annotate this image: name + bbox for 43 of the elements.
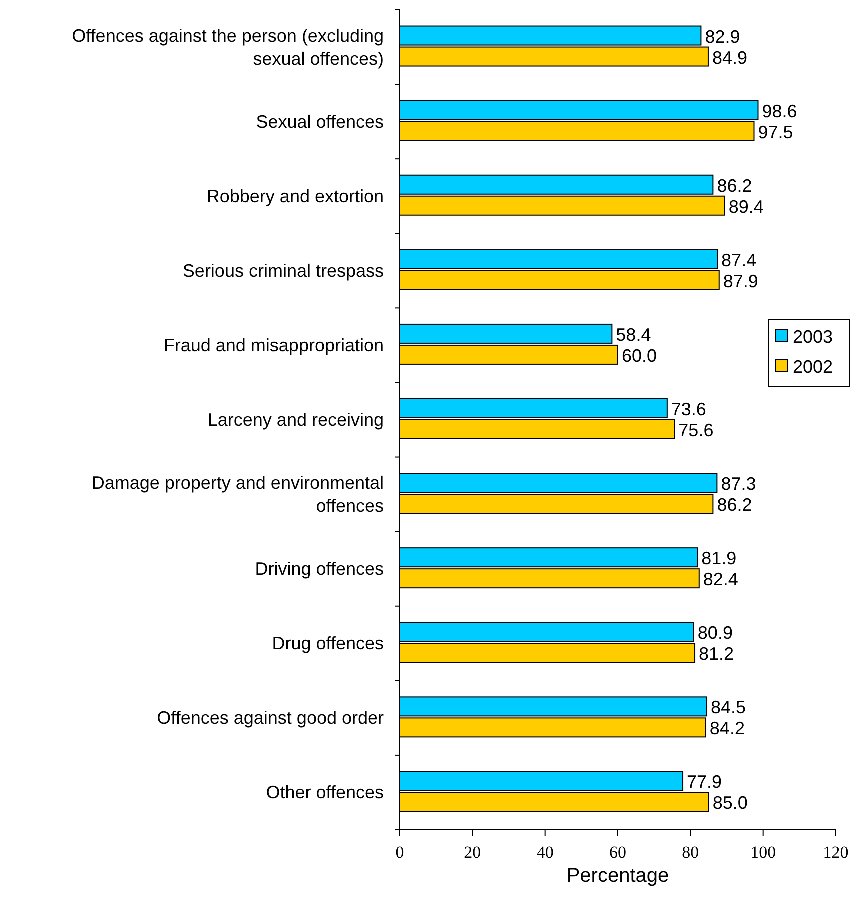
- data-label: 82.4: [703, 570, 738, 590]
- x-tick-label: 80: [682, 843, 700, 862]
- data-label: 84.5: [711, 698, 746, 718]
- data-label: 87.4: [722, 250, 757, 270]
- data-label: 98.6: [762, 101, 798, 122]
- data-label: 97.5: [758, 122, 794, 142]
- y-tick-label: Robbery and extortion: [206, 186, 384, 206]
- y-tick-label: Offences against the person (excluding sexual offences): [72, 26, 384, 69]
- y-tick-label: Damage property and environmental offences: [92, 473, 384, 516]
- x-tick-label: 20: [464, 843, 482, 862]
- data-label: 86.2: [717, 495, 752, 516]
- y-tick-label: Fraud and misappropriation: [164, 335, 384, 356]
- data-label: 84.9: [712, 48, 748, 68]
- data-label: 82.9: [705, 26, 740, 47]
- y-tick-label: Drug offences: [272, 634, 384, 654]
- x-axis-title: Percentage: [566, 865, 670, 887]
- data-label: 86.2: [717, 176, 752, 196]
- data-label: 81.9: [702, 548, 737, 569]
- data-label: 85.0: [712, 793, 748, 814]
- data-label: 60.0: [622, 346, 658, 366]
- x-tick-label: 40: [536, 843, 554, 862]
- data-label: 84.2: [710, 718, 745, 739]
- data-label: 89.4: [728, 196, 764, 217]
- data-label: 81.2: [699, 644, 734, 664]
- data-label: 77.9: [687, 772, 722, 792]
- data-label: 80.9: [698, 623, 733, 644]
- data-label: 87.3: [721, 474, 756, 494]
- data-label: 87.9: [723, 271, 758, 292]
- y-tick-label: Driving offences: [255, 559, 384, 580]
- x-tick-label: 60: [610, 843, 626, 862]
- y-tick-label: Offences against good order: [157, 708, 384, 728]
- x-tick-label: 100: [750, 843, 776, 862]
- legend-label: 2002: [793, 357, 834, 377]
- data-label: 73.6: [671, 400, 706, 420]
- y-tick-label: Sexual offences: [256, 112, 384, 132]
- y-tick-label: Serious criminal trespass: [182, 260, 384, 281]
- data-label: 75.6: [678, 420, 714, 440]
- y-tick-label: Larceny and receiving: [208, 410, 384, 430]
- x-tick-label: 120: [823, 843, 849, 862]
- data-label: 58.4: [616, 324, 652, 345]
- y-tick-label: Other offences: [266, 782, 384, 803]
- legend-label: 2003: [793, 327, 834, 347]
- x-tick-label: 0: [396, 843, 404, 862]
